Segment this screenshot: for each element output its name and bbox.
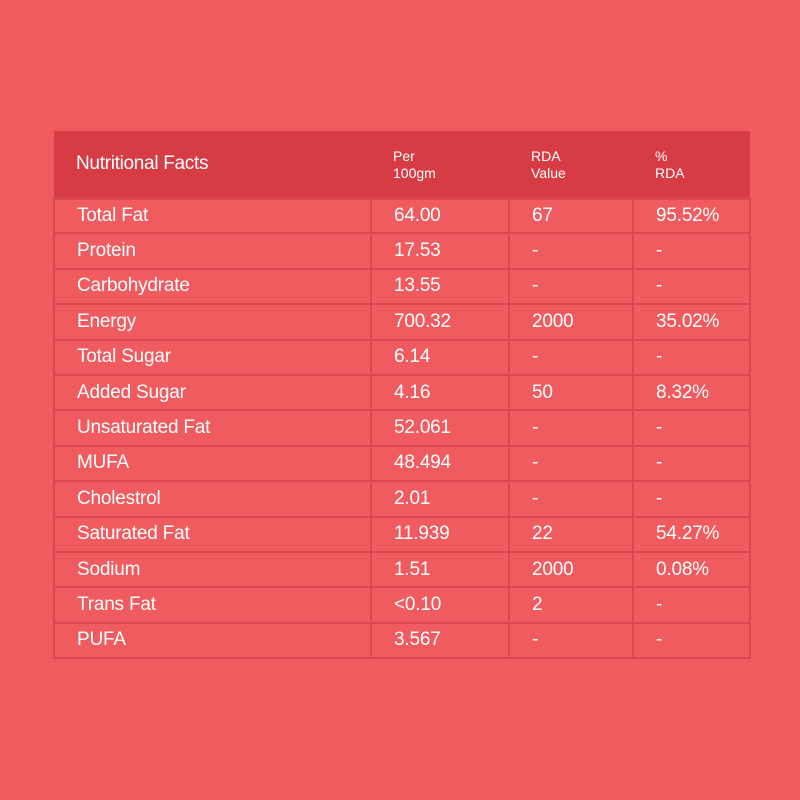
table-row: Sodium 1.51 2000 0.08% [53,550,751,589]
nutrient-name: Trans Fat [53,586,372,624]
header-label-line1: RDA [531,147,561,164]
nutrient-name: Added Sugar [53,373,372,412]
header-label-line2: Value [531,164,566,181]
per-100gm-value: 52.061 [370,409,510,447]
percent-rda-value: - [632,267,751,306]
rda-value: 2000 [508,303,634,341]
percent-rda-value: 8.32% [632,373,751,412]
header-label-line2: 100gm [393,164,436,181]
header-label: Nutritional Facts [76,152,209,174]
rda-value: - [508,267,634,306]
table-row: MUFA 48.494 - - [53,444,751,483]
per-100gm-value: <0.10 [370,586,510,624]
table-row: Unsaturated Fat 52.061 - - [53,409,751,447]
rda-value: - [508,621,634,660]
nutrient-name: Total Sugar [53,338,372,376]
header-label-line2: RDA [655,164,685,181]
percent-rda-value: - [632,444,751,483]
table-row: Protein 17.53 - - [53,232,751,270]
nutrient-name: Cholestrol [53,480,372,518]
per-100gm-value: 6.14 [370,338,510,376]
table-row: Saturated Fat 11.939 22 54.27% [53,515,751,553]
per-100gm-value: 1.51 [370,550,510,589]
rda-value: 67 [508,196,634,235]
per-100gm-value: 13.55 [370,267,510,306]
per-100gm-value: 17.53 [370,232,510,270]
per-100gm-value: 2.01 [370,480,510,518]
rda-value: 2 [508,586,634,624]
percent-rda-value: - [632,621,751,660]
percent-rda-value: - [632,480,751,518]
table-row: Trans Fat <0.10 2 - [53,586,751,624]
per-100gm-value: 64.00 [370,196,510,235]
header-per-100gm: Per 100gm [371,131,509,198]
percent-rda-value: 54.27% [632,515,751,553]
header-label-line1: % [655,147,668,164]
table-row: Carbohydrate 13.55 - - [53,267,751,306]
percent-rda-value: 95.52% [632,196,751,235]
percent-rda-value: - [632,338,751,376]
header-label-line1: Per [393,147,415,164]
nutrient-name: Unsaturated Fat [53,409,372,447]
nutrition-table: Nutritional Facts Per 100gm RDA Value % … [53,131,751,660]
percent-rda-value: - [632,586,751,624]
rda-value: - [508,409,634,447]
table-row: PUFA 3.567 - - [53,621,751,660]
table-row: Energy 700.32 2000 35.02% [53,303,751,341]
nutrient-name: Total Fat [53,196,372,235]
table-header-row: Nutritional Facts Per 100gm RDA Value % … [54,131,750,198]
percent-rda-value: - [632,232,751,270]
table-row: Added Sugar 4.16 50 8.32% [53,373,751,412]
rda-value: - [508,480,634,518]
nutrient-name: PUFA [53,621,372,660]
table-row: Total Fat 64.00 67 95.52% [53,196,751,235]
table-row: Cholestrol 2.01 - - [53,480,751,518]
per-100gm-value: 11.939 [370,515,510,553]
per-100gm-value: 4.16 [370,373,510,412]
header-nutritional-facts: Nutritional Facts [54,131,371,198]
nutrition-facts-panel: Nutritional Facts Per 100gm RDA Value % … [53,131,751,660]
percent-rda-value: - [632,409,751,447]
nutrient-name: Saturated Fat [53,515,372,553]
rda-value: - [508,338,634,376]
nutrient-name: Sodium [53,550,372,589]
rda-value: - [508,444,634,483]
rda-value: 50 [508,373,634,412]
percent-rda-value: 0.08% [632,550,751,589]
header-percent-rda: % RDA [633,131,750,198]
nutrient-name: Protein [53,232,372,270]
table-row: Total Sugar 6.14 - - [53,338,751,376]
per-100gm-value: 700.32 [370,303,510,341]
percent-rda-value: 35.02% [632,303,751,341]
header-rda-value: RDA Value [509,131,633,198]
rda-value: 22 [508,515,634,553]
per-100gm-value: 3.567 [370,621,510,660]
nutrient-name: Energy [53,303,372,341]
nutrient-name: MUFA [53,444,372,483]
per-100gm-value: 48.494 [370,444,510,483]
rda-value: - [508,232,634,270]
nutrient-name: Carbohydrate [53,267,372,306]
rda-value: 2000 [508,550,634,589]
